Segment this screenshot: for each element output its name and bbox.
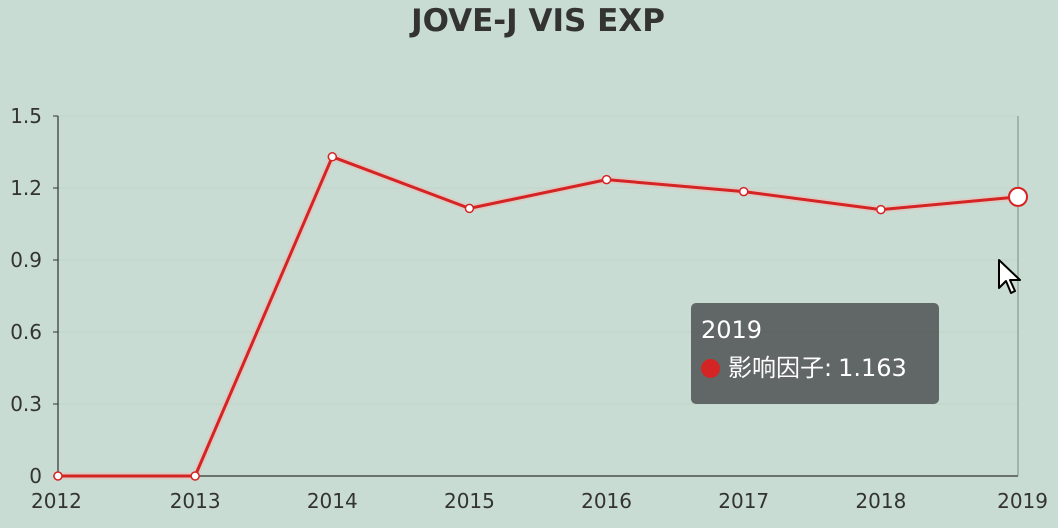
tooltip-title: 2019 [701,316,763,344]
data-point-highlighted[interactable] [1008,186,1028,207]
chart-title: JOVE-J VIS EXP [409,3,665,39]
data-point[interactable] [876,204,886,215]
data-point[interactable] [738,186,749,197]
axes [53,115,1018,477]
series-line[interactable] [58,155,1019,478]
x-tick-label: 2016 [581,489,632,513]
data-points[interactable] [53,152,1028,481]
tooltip-series-name: 影响因子 [728,354,824,382]
y-tick-label: 0.3 [10,392,42,416]
tooltip: 2019 影响因子 : 1.163 [691,303,939,404]
x-tick-label: 2014 [307,489,358,513]
data-point[interactable] [327,152,338,162]
y-tick-label: 0.9 [10,248,42,272]
data-point[interactable] [464,203,475,214]
y-tick-label: 0.6 [10,320,42,344]
tooltip-row: 影响因子 : 1.163 [701,353,929,383]
x-axis-tick-labels: 2012 2013 2014 2015 2016 2017 2018 2019 [31,489,1048,513]
data-point[interactable] [601,174,612,185]
tooltip-value: 1.163 [838,354,907,382]
series-line[interactable] [58,153,1019,480]
tooltip-separator: : [824,354,833,382]
tooltip-series-marker [701,358,720,378]
y-axis-tick-labels: 0 0.3 0.6 0.9 1.2 1.5 [10,104,42,488]
data-point[interactable] [53,471,63,481]
mouse-pointer-icon [998,259,1021,294]
y-tick-label: 0 [29,464,42,488]
x-tick-label: 2012 [31,489,82,513]
y-tick-label: 1.2 [10,176,42,200]
x-tick-label: 2013 [170,489,221,513]
x-tick-label: 2019 [997,489,1048,513]
x-tick-label: 2015 [444,489,495,513]
x-tick-label: 2018 [855,489,906,513]
x-tick-label: 2017 [718,489,769,513]
data-point[interactable] [190,471,200,481]
y-tick-label: 1.5 [10,104,42,128]
